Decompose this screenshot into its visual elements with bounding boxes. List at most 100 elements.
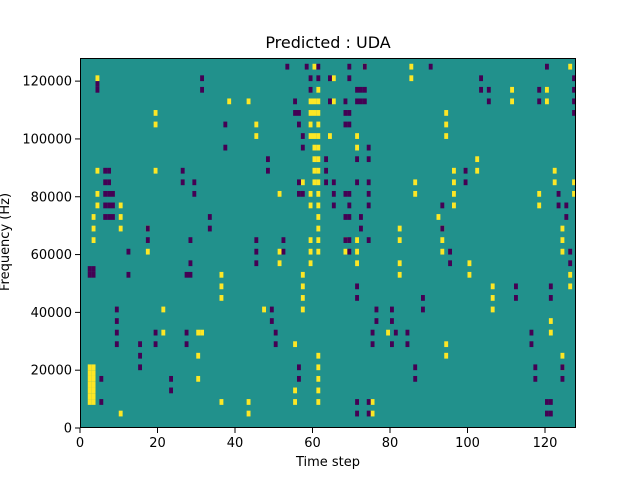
- heatmap-cell-low: [138, 341, 143, 348]
- heatmap-cell-low: [180, 179, 185, 186]
- heatmap-cell-low: [564, 202, 569, 209]
- heatmap-cell-low: [192, 179, 197, 186]
- heatmap-cell-low: [448, 248, 453, 255]
- heatmap-cell-low: [180, 167, 185, 174]
- heatmap-cell-low: [273, 341, 278, 348]
- heatmap-cell-high: [91, 214, 96, 220]
- heatmap-cell-high: [316, 121, 321, 128]
- heatmap-cell-high: [87, 370, 92, 376]
- heatmap-cell-low: [266, 167, 270, 174]
- heatmap-cell-high: [560, 225, 565, 232]
- x-axis-label: Time step: [295, 455, 360, 470]
- heatmap-cell-low: [355, 86, 360, 93]
- heatmap-cell-high: [331, 75, 336, 82]
- heatmap-cell-low: [300, 133, 305, 139]
- heatmap-cell-low: [107, 202, 112, 209]
- heatmap-cell-high: [308, 202, 313, 209]
- heatmap-cell-low: [366, 202, 371, 209]
- heatmap-cell-low: [254, 237, 259, 243]
- heatmap-cell-low: [324, 156, 329, 163]
- heatmap-cell-low: [529, 329, 534, 336]
- heatmap-cell-low: [107, 214, 112, 220]
- heatmap-cell-high: [545, 98, 549, 105]
- heatmap-cell-low: [107, 167, 112, 174]
- heatmap-cell-low: [393, 329, 398, 336]
- heatmap-cell-high: [95, 202, 100, 209]
- heatmap-cell-low: [297, 179, 301, 186]
- heatmap-cell-low: [126, 248, 131, 255]
- heatmap-cell-high: [300, 179, 305, 186]
- heatmap-cell-low: [355, 295, 360, 301]
- heatmap-cell-high: [316, 248, 321, 255]
- heatmap-cell-high: [490, 295, 495, 301]
- heatmap-area: [80, 58, 577, 428]
- heatmap-cell-low: [359, 225, 363, 232]
- heatmap-cell-high: [153, 167, 158, 174]
- heatmap-cell-low: [153, 341, 158, 348]
- y-tick-label: 20000: [31, 364, 72, 379]
- heatmap-cell-low: [347, 214, 352, 220]
- heatmap-cell-low: [479, 75, 484, 82]
- heatmap-cell-low: [107, 190, 112, 197]
- heatmap-cell-low: [374, 318, 379, 324]
- heatmap-cell-low: [421, 295, 425, 301]
- chart-title: Predicted : UDA: [265, 33, 390, 52]
- heatmap-cell-high: [355, 260, 360, 267]
- heatmap-cell-low: [343, 121, 348, 128]
- heatmap-cell-low: [223, 144, 228, 151]
- heatmap-cell-high: [475, 156, 480, 163]
- heatmap-cell-low: [103, 190, 108, 197]
- heatmap-cell-low: [324, 179, 329, 186]
- heatmap-cell-high: [436, 214, 441, 220]
- y-tick-label: 0: [64, 422, 72, 437]
- heatmap-cell-high: [200, 329, 205, 336]
- heatmap-cell-high: [277, 190, 282, 197]
- heatmap-cell-low: [308, 75, 313, 82]
- heatmap-cell-high: [572, 190, 577, 197]
- heatmap-cell-high: [397, 237, 402, 243]
- heatmap-cell-high: [316, 214, 321, 220]
- heatmap-cell-low: [390, 318, 394, 324]
- heatmap-cell-high: [370, 399, 375, 405]
- heatmap-cell-low: [359, 98, 363, 105]
- heatmap-cell-low: [463, 179, 468, 186]
- heatmap-cell-low: [293, 98, 298, 105]
- heatmap-cell-high: [316, 375, 321, 382]
- heatmap-cell-low: [463, 167, 468, 174]
- heatmap-cell-low: [281, 248, 286, 255]
- heatmap-cell-high: [312, 63, 317, 70]
- heatmap-cell-low: [91, 271, 96, 278]
- heatmap-cell-high: [87, 387, 92, 394]
- heatmap-cell-low: [572, 98, 577, 105]
- heatmap-cell-low: [479, 86, 484, 93]
- heatmap-cell-low: [355, 179, 360, 186]
- heatmap-cell-high: [196, 352, 201, 359]
- heatmap-cell-low: [343, 110, 348, 116]
- y-tick-label: 60000: [31, 248, 72, 263]
- heatmap-cell-low: [486, 98, 491, 105]
- heatmap-cell-low: [347, 237, 352, 243]
- heatmap-cell-low: [537, 98, 542, 105]
- y-axis-ticks: 0 20000 40000 60000 80000 100000 120000: [22, 75, 80, 437]
- heatmap-cell-low: [331, 190, 336, 197]
- heatmap-cell-low: [347, 248, 352, 255]
- heatmap-cell-low: [355, 410, 360, 417]
- y-tick-label: 100000: [22, 132, 72, 147]
- heatmap-cell-high: [452, 202, 456, 209]
- heatmap-cell-high: [316, 387, 321, 394]
- heatmap-cell-low: [568, 248, 573, 255]
- heatmap-cell-low: [556, 190, 561, 197]
- heatmap-cell-high: [413, 190, 418, 197]
- heatmap-cell-low: [114, 318, 119, 324]
- heatmap-cell-low: [366, 156, 371, 163]
- heatmap-cell-low: [545, 410, 549, 417]
- heatmap-cell-low: [184, 271, 189, 278]
- heatmap-cell-low: [169, 375, 174, 382]
- heatmap-cell-low: [269, 306, 274, 313]
- heatmap-cell-high: [548, 329, 553, 336]
- heatmap-cell-low: [192, 190, 197, 197]
- heatmap-cell-low: [533, 375, 538, 382]
- heatmap-cell-high: [219, 271, 224, 278]
- x-tick-label: 80: [382, 436, 399, 451]
